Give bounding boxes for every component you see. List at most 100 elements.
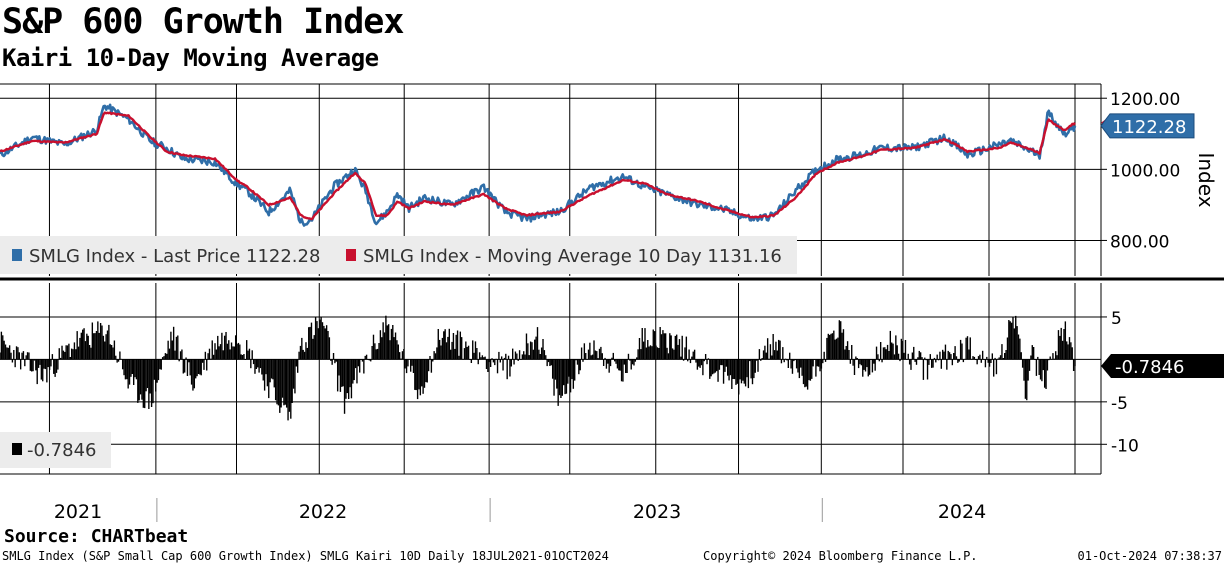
kairi-bar xyxy=(860,359,863,366)
kairi-bar xyxy=(1049,356,1051,360)
kairi-bar xyxy=(398,352,401,360)
kairi-bar xyxy=(259,359,262,369)
kairi-bar xyxy=(32,359,34,372)
kairi-bar xyxy=(605,359,608,369)
kairi-bar xyxy=(349,359,351,388)
kairi-bar xyxy=(1019,338,1021,360)
kairi-bar xyxy=(476,348,478,360)
kairi-bar xyxy=(545,355,547,360)
kairi-bar xyxy=(713,359,715,374)
kairi-bar xyxy=(518,350,521,360)
kairi-bar xyxy=(744,359,747,387)
kairi-bar xyxy=(607,359,609,364)
kairi-bar xyxy=(44,359,47,370)
kairi-bar xyxy=(652,329,654,360)
kairi-bar xyxy=(62,350,65,360)
kairi-bar xyxy=(477,359,479,365)
kairi-bar xyxy=(463,348,466,360)
kairi-bar xyxy=(981,350,984,360)
kairi-bar xyxy=(177,335,179,360)
kairi-bar xyxy=(988,359,991,367)
kairi-bar xyxy=(77,346,80,360)
kairi-bar xyxy=(112,347,114,360)
kairi-bar xyxy=(922,359,925,380)
kairi-bar xyxy=(680,356,682,360)
kairi-bar xyxy=(80,332,82,360)
price-axis-title: Index xyxy=(1194,152,1218,207)
kairi-bar xyxy=(1020,352,1022,360)
kairi-bar xyxy=(134,359,136,378)
kairi-bar xyxy=(864,359,867,372)
kairi-bar xyxy=(459,331,462,360)
kairi-bar xyxy=(174,350,176,360)
kairi-bar xyxy=(55,359,58,373)
kairi-bar xyxy=(195,359,197,379)
kairi-bar xyxy=(364,355,366,360)
kairi-bar xyxy=(392,325,394,360)
kairi-bar xyxy=(1070,342,1072,360)
kairi-bar xyxy=(110,345,113,360)
kairi-bar xyxy=(838,320,841,360)
kairi-bar xyxy=(644,328,646,360)
kairi-bar xyxy=(405,359,408,374)
kairi-bar xyxy=(958,359,960,362)
kairi-bar xyxy=(983,359,985,360)
kairi-bar xyxy=(649,345,652,360)
kairi-bar xyxy=(126,359,128,380)
kairi-bar xyxy=(441,337,444,360)
kairi-bar xyxy=(8,345,11,360)
kairi-bar xyxy=(979,354,981,360)
kairi-bar xyxy=(59,357,62,360)
kairi-bar xyxy=(834,339,836,360)
kairi-bar xyxy=(556,359,558,389)
kairi-bar xyxy=(833,330,835,360)
kairi-bar xyxy=(795,359,798,369)
kairi-bar xyxy=(776,350,778,360)
kairi-bar xyxy=(229,349,231,360)
kairi-bar xyxy=(153,359,156,380)
kairi-bar xyxy=(622,359,624,382)
kairi-bar xyxy=(434,353,437,360)
kairi-bar xyxy=(204,351,207,360)
kairi-bar xyxy=(389,340,391,360)
kairi-bar xyxy=(647,340,649,360)
kairi-bar xyxy=(483,357,485,360)
kairi-bar xyxy=(1064,321,1067,360)
kairi-bar xyxy=(930,359,933,368)
kairi-bar xyxy=(50,359,52,367)
kairi-bar xyxy=(239,344,241,360)
kairi-bar xyxy=(183,359,186,373)
kairi-bar xyxy=(823,351,825,360)
kairi-bar xyxy=(862,359,864,377)
kairi-bar xyxy=(494,359,496,366)
kairi-bar xyxy=(868,359,871,375)
kairi-bar xyxy=(585,353,587,360)
kairi-bar xyxy=(199,359,201,375)
kairi-bar xyxy=(835,338,838,360)
kairi-bar xyxy=(331,359,333,365)
kairi-bar xyxy=(725,359,728,367)
kairi-bar xyxy=(163,356,165,360)
kairi-tick-label: -5 xyxy=(1111,394,1128,414)
kairi-bar xyxy=(886,344,889,360)
kairi-bar xyxy=(878,359,880,362)
kairi-bar xyxy=(292,359,295,389)
kairi-bar xyxy=(1067,344,1069,360)
kairi-bar xyxy=(480,357,482,360)
kairi-bar xyxy=(600,346,602,360)
kairi-bar xyxy=(900,338,903,360)
kairi-bar xyxy=(969,337,971,360)
kairi-bar xyxy=(489,359,492,367)
kairi-bar xyxy=(353,359,355,381)
kairi-bar xyxy=(1004,353,1006,360)
kairi-bar xyxy=(58,348,60,360)
kairi-bar xyxy=(280,359,282,408)
kairi-bar xyxy=(223,335,226,360)
kairi-bar xyxy=(145,359,147,392)
kairi-bar xyxy=(488,359,490,363)
kairi-bar xyxy=(663,333,665,360)
kairi-bar xyxy=(957,359,959,363)
kairi-bar xyxy=(947,350,949,360)
kairi-bar xyxy=(1027,359,1029,381)
kairi-bar xyxy=(766,338,769,360)
